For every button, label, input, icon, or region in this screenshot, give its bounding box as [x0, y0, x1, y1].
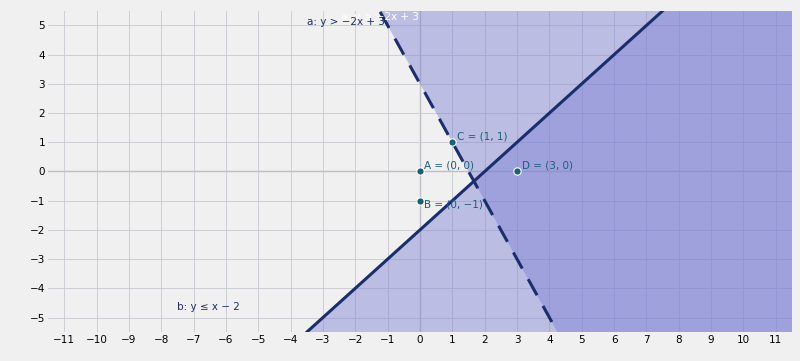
- Text: C = (1, 1): C = (1, 1): [458, 131, 508, 142]
- Point: [414, 169, 426, 174]
- Text: a: y > −2x + 3: a: y > −2x + 3: [341, 12, 418, 22]
- Text: A = (0, 0): A = (0, 0): [424, 161, 474, 170]
- Text: b: y ≤ x − 2: b: y ≤ x − 2: [178, 302, 240, 312]
- Text: B = (0, −1): B = (0, −1): [424, 200, 482, 210]
- Point: [510, 169, 523, 174]
- Point: [446, 139, 458, 145]
- Text: a: y > −2x + 3: a: y > −2x + 3: [306, 17, 385, 27]
- Point: [414, 198, 426, 204]
- Text: D = (3, 0): D = (3, 0): [522, 161, 573, 170]
